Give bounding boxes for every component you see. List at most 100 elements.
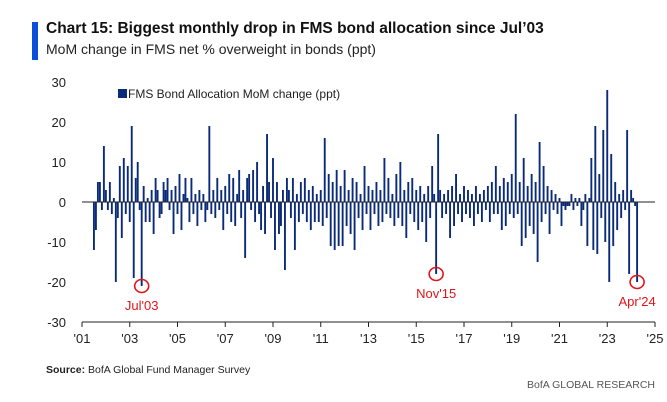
bar — [270, 202, 272, 218]
bar — [248, 174, 251, 202]
bar — [447, 190, 450, 202]
bar — [210, 202, 213, 214]
bar — [459, 194, 461, 202]
x-tick-label: '21 — [551, 331, 568, 346]
legend: FMS Bond Allocation MoM change (ppt) — [118, 87, 340, 101]
bar — [574, 198, 577, 202]
bar — [200, 202, 203, 210]
bar — [427, 186, 430, 202]
bar — [102, 146, 105, 202]
bar — [556, 202, 559, 214]
bar — [441, 202, 444, 218]
bar — [522, 158, 525, 202]
bar — [550, 190, 553, 202]
bar — [230, 202, 233, 222]
bar — [544, 202, 547, 214]
bar — [178, 174, 181, 202]
bar — [508, 202, 511, 214]
bar — [381, 202, 384, 222]
bar — [512, 202, 515, 218]
bar — [588, 198, 591, 202]
bar — [154, 178, 157, 202]
bar — [395, 174, 398, 202]
bar — [419, 186, 422, 202]
bar — [592, 202, 595, 250]
bar — [361, 202, 364, 230]
bar — [429, 202, 432, 218]
legend-label: FMS Bond Allocation MoM change (ppt) — [128, 87, 340, 101]
bar — [305, 202, 308, 222]
y-tick-label: 10 — [52, 155, 66, 170]
bar — [498, 186, 501, 202]
y-tick-label: -20 — [47, 275, 66, 290]
bar — [431, 166, 434, 202]
source-text: BofA Global Fund Manager Survey — [88, 364, 251, 376]
bar — [94, 202, 97, 230]
bar — [482, 190, 485, 202]
bar — [92, 202, 95, 250]
bar — [608, 202, 611, 282]
bar — [283, 202, 286, 270]
bar — [216, 178, 219, 202]
bar — [369, 202, 372, 230]
bar — [150, 190, 153, 202]
bar — [331, 182, 334, 202]
bar — [614, 182, 617, 202]
bar — [214, 202, 217, 218]
bar — [387, 178, 390, 202]
bar — [403, 190, 406, 202]
bar — [100, 202, 103, 210]
bar — [264, 202, 266, 234]
bar — [180, 202, 183, 230]
bar — [602, 130, 605, 202]
source-note: Source: BofA Global Fund Manager Survey — [46, 364, 250, 376]
bar — [188, 202, 191, 222]
bar — [504, 202, 507, 226]
bar — [256, 162, 259, 202]
bar — [295, 194, 298, 202]
bar — [492, 202, 495, 214]
y-axis: 30 20 10 0 -10 -20 -30 — [47, 75, 66, 330]
bar — [252, 170, 255, 202]
bar — [184, 178, 187, 202]
x-tick-label: '05 — [169, 331, 186, 346]
y-tick-label: -30 — [47, 315, 66, 330]
bar — [232, 178, 235, 202]
bar — [437, 134, 440, 202]
bar — [423, 194, 426, 202]
bar — [389, 202, 392, 218]
bar — [118, 166, 121, 202]
bar — [268, 182, 270, 202]
bar — [618, 194, 621, 202]
bar — [114, 202, 117, 282]
legend-swatch — [118, 89, 127, 98]
bar — [500, 202, 503, 230]
bar — [345, 202, 348, 226]
bar — [359, 194, 362, 202]
bar — [289, 202, 292, 218]
bar — [194, 194, 197, 202]
bar — [355, 182, 358, 202]
bar — [620, 202, 623, 218]
chart-subtitle: MoM change in FMS net % overweight in bo… — [46, 41, 376, 57]
bar — [166, 178, 169, 202]
x-tick-label: '01 — [74, 331, 91, 346]
bar-series — [92, 90, 639, 286]
bar — [351, 178, 354, 202]
bar — [228, 174, 231, 202]
bar — [385, 202, 388, 214]
bar — [196, 202, 199, 226]
bar — [486, 186, 489, 202]
bar — [144, 202, 147, 222]
bar — [494, 166, 497, 202]
bar — [319, 190, 322, 202]
bar — [206, 202, 209, 210]
bar — [433, 194, 436, 202]
bar — [160, 202, 163, 214]
chart-title: Chart 15: Biggest monthly drop in FMS bo… — [46, 20, 544, 37]
bar — [570, 194, 573, 202]
x-tick-label: '09 — [265, 331, 282, 346]
bar — [186, 198, 189, 202]
bar — [202, 194, 205, 202]
